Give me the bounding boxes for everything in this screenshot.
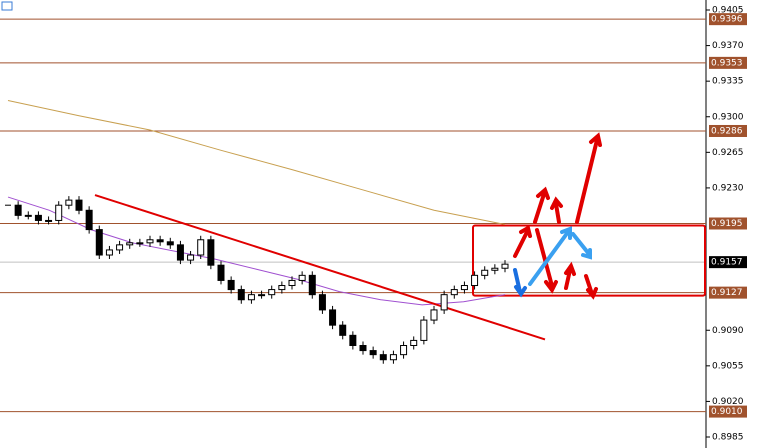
candle [369,350,377,356]
y-tick-label: 0.9265 [712,148,744,158]
candle [55,204,63,221]
candle [288,279,296,287]
candle [430,309,438,321]
candle [65,199,73,206]
moving-average [7,99,506,226]
candle [116,244,124,251]
candle [34,214,42,221]
candle [349,334,357,347]
candle [136,242,144,245]
candle [247,294,255,301]
y-tick-label: 0.8985 [712,433,744,443]
y-tick-label: 0.9370 [712,41,744,51]
level-label: 0.9195 [711,219,743,229]
candle [359,345,367,352]
candle [156,239,164,243]
candle [268,289,276,296]
candle [85,209,93,231]
level-label: 0.9396 [711,15,743,25]
candle [207,239,215,266]
candle [227,279,235,291]
candle [95,229,103,256]
candle [491,267,499,271]
candle [126,242,134,246]
candle [420,319,428,341]
level-label: 0.9127 [711,288,743,298]
y-tick-label: 0.9405 [712,6,744,16]
level-label: 0.9010 [711,407,743,417]
candle [105,249,113,256]
candle [237,289,245,301]
candle [45,219,53,222]
candle [197,239,205,256]
candle [75,199,83,211]
chart-icon [1,1,13,11]
candle [471,274,479,287]
level-label-bg [709,56,747,69]
candle [481,269,489,276]
y-tick-label: 0.9055 [712,361,744,371]
level-label-bg [709,286,747,299]
candle [187,254,195,261]
candle [460,285,468,291]
candle [501,263,509,269]
candle [318,294,326,311]
last-price-label: 0.9157 [711,258,743,268]
candle [14,204,22,216]
y-tick-label: 0.9020 [712,397,744,407]
candle [389,354,397,361]
y-tick-label: 0.9335 [712,77,744,87]
level-label-bg [709,124,747,137]
candle [440,294,448,311]
candle [217,264,225,281]
candle [308,274,316,296]
level-label-bg [709,217,747,230]
candle [339,324,347,336]
level-label-bg [709,13,747,26]
candle [146,239,154,244]
candle [298,274,306,281]
candle [450,289,458,296]
level-label: 0.9286 [711,126,743,136]
zone-box [472,224,706,297]
candle [400,345,408,356]
candle [24,214,32,217]
y-tick-label: 0.9300 [712,112,744,122]
candle [278,285,286,291]
moving-average [7,196,506,306]
level-label-bg [709,405,747,418]
candle [176,244,184,261]
y-tick-label: 0.9090 [712,326,744,336]
y-tick-label: 0.9230 [712,183,744,193]
candle [258,294,266,297]
candle [379,354,387,361]
level-label: 0.9353 [711,58,743,68]
candle [166,241,174,246]
forecast-arrows [513,132,602,300]
trendline [94,194,546,341]
candle [329,309,337,326]
last-price-bg [709,256,747,269]
candle [410,339,418,346]
